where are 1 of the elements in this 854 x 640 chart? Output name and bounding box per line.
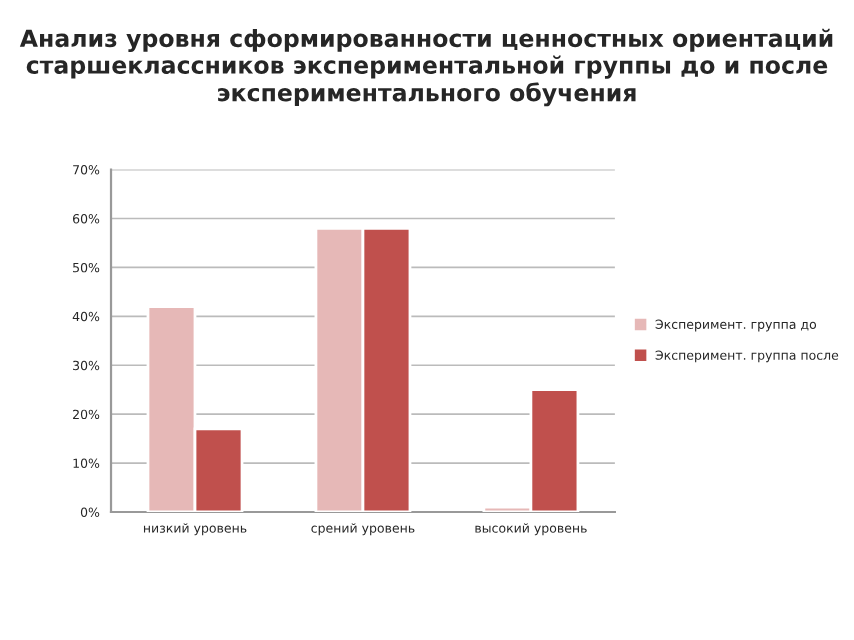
chart-title: Анализ уровня сформированности ценностных ориентаций старшеклассников экспериментальной группы до и после экспериментального обучения	[19, 28, 833, 107]
